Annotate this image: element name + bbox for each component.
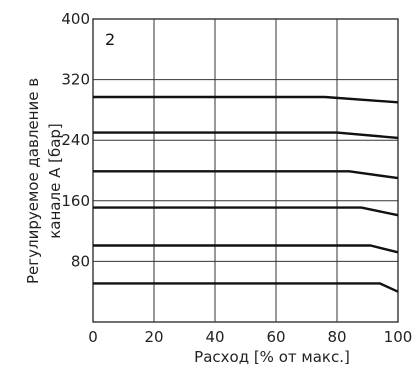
series-group <box>93 95 399 293</box>
x-tick-label: 20 <box>144 328 163 346</box>
x-tick-label: 0 <box>88 328 98 346</box>
series-line-3 <box>93 170 399 180</box>
x-tick-label: 60 <box>266 328 285 346</box>
series-line-5 <box>93 244 399 254</box>
y-tick-labels: 80 160 240 320 400 <box>61 10 90 270</box>
series-line-6 <box>93 282 399 293</box>
y-axis-label-line1: Регулируемое давление в <box>24 78 42 284</box>
series-line-2 <box>93 131 399 140</box>
y-axis-label-line2: канале А [бар] <box>46 123 64 239</box>
y-tick-label: 240 <box>61 131 90 149</box>
series-line-1 <box>93 95 399 104</box>
y-tick-label: 320 <box>61 71 90 89</box>
x-tick-label: 40 <box>205 328 224 346</box>
x-tick-labels: 0 20 40 60 80 100 <box>88 328 412 346</box>
x-axis-label: Расход [% от макс.] <box>194 348 350 366</box>
y-tick-label: 80 <box>71 252 90 270</box>
series-line-4 <box>93 206 399 217</box>
y-tick-label: 160 <box>61 192 90 210</box>
panel-label: 2 <box>105 30 115 49</box>
y-tick-label: 400 <box>61 10 90 28</box>
x-tick-label: 100 <box>384 328 413 346</box>
x-tick-label: 80 <box>327 328 346 346</box>
grid <box>93 19 398 322</box>
